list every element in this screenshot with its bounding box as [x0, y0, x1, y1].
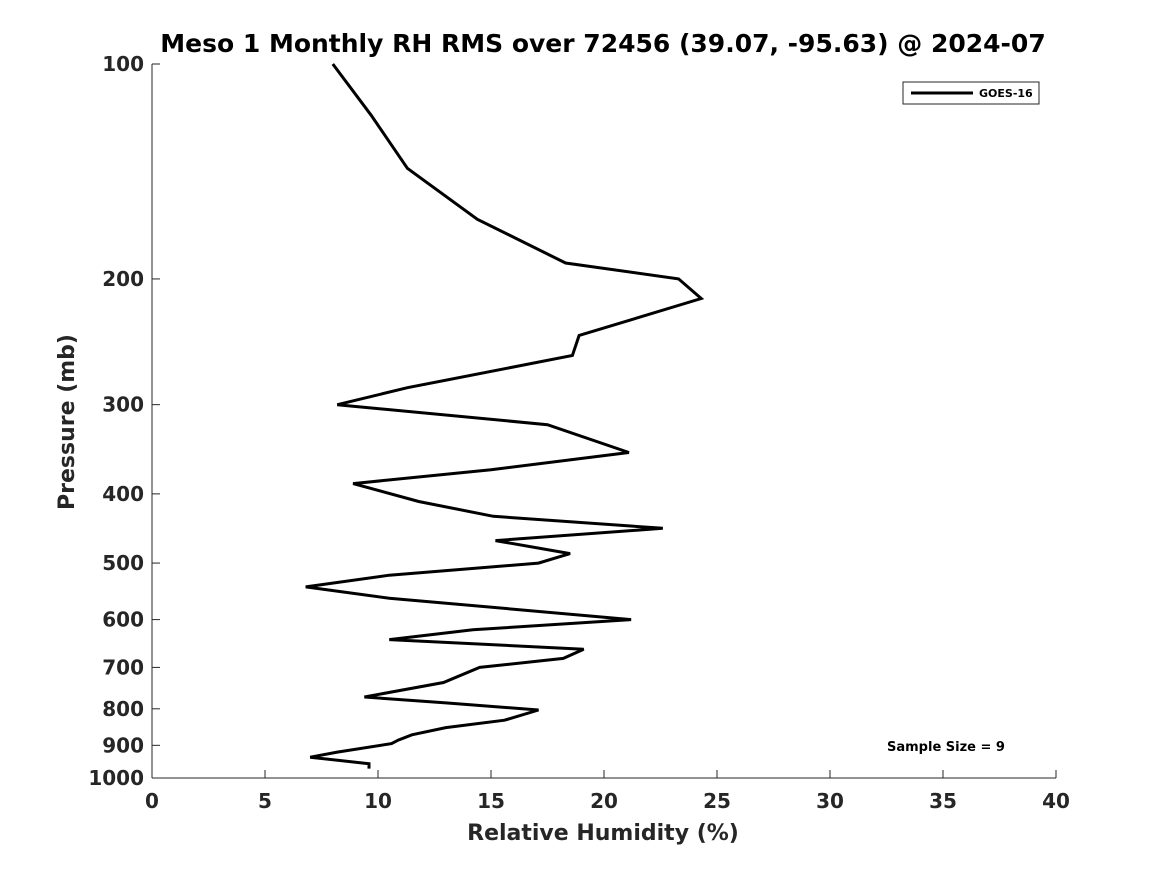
- series-line-goes-16: [305, 63, 705, 769]
- legend-label: GOES-16: [979, 87, 1033, 100]
- x-tick-label: 30: [816, 789, 844, 813]
- y-tick-label: 800: [102, 697, 144, 721]
- y-tick-label: 100: [102, 52, 144, 76]
- sample-size-annotation: Sample Size = 9: [887, 740, 1005, 755]
- axes: 0 5 10 15 20 25 30 35 40 100 200 300 400 500 600 700 800…: [88, 52, 1070, 813]
- legend: GOES-16: [902, 81, 1040, 105]
- chart-title: Meso 1 Monthly RH RMS over 72456 (39.07,…: [160, 29, 1045, 58]
- y-tick-label: 500: [102, 551, 144, 575]
- x-tick-label: 15: [477, 789, 505, 813]
- x-tick-label: 0: [145, 789, 159, 813]
- y-tick-label: 900: [102, 733, 144, 757]
- y-tick-label: 600: [102, 608, 144, 632]
- x-tick-label: 20: [590, 789, 618, 813]
- x-axis-title: Relative Humidity (%): [467, 821, 739, 846]
- x-tick-label: 40: [1042, 789, 1070, 813]
- y-tick-label: 700: [102, 655, 144, 679]
- x-tick-label: 35: [929, 789, 957, 813]
- y-tick-label: 400: [102, 482, 144, 506]
- x-tick-label: 5: [258, 789, 272, 813]
- y-axis-title: Pressure (mb): [55, 334, 80, 510]
- x-tick-label: 25: [703, 789, 731, 813]
- series-layer: [305, 63, 705, 769]
- x-tick-label: 10: [364, 789, 392, 813]
- y-tick-label: 1000: [88, 766, 144, 790]
- y-tick-label: 200: [102, 267, 144, 291]
- y-tick-label: 300: [102, 393, 144, 417]
